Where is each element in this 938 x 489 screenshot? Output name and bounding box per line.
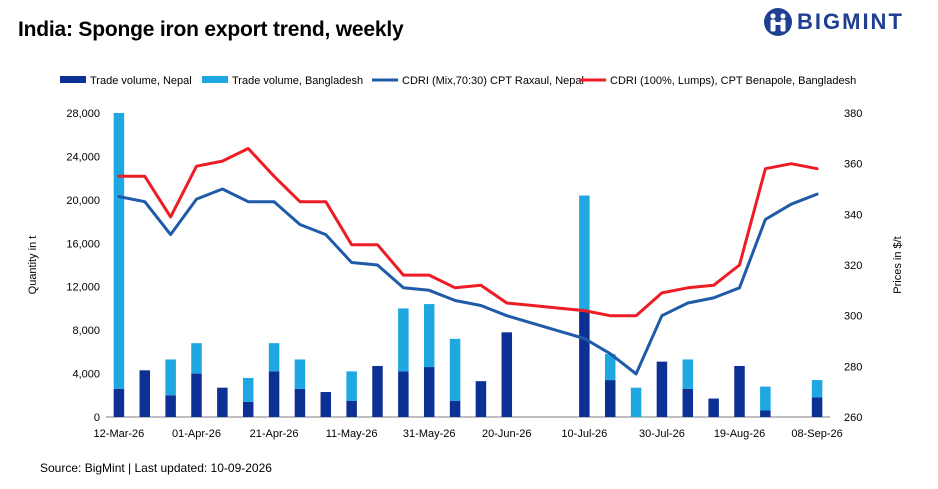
bar-bangladesh: [113, 113, 125, 389]
bar-bangladesh: [579, 195, 590, 312]
y-tick-label: 20,000: [66, 195, 100, 207]
bar-nepal: [398, 371, 409, 417]
bar-nepal: [449, 400, 461, 417]
bar-nepal: [165, 395, 176, 417]
bar-nepal: [346, 400, 357, 417]
x-tick-label: 08-Sep-26: [791, 428, 842, 440]
bar-bangladesh: [398, 308, 409, 372]
bar-nepal: [372, 365, 383, 417]
bar-bangladesh: [630, 387, 642, 417]
bar-nepal: [760, 410, 771, 417]
bar-nepal: [242, 401, 254, 417]
y-tick-label: 12,000: [66, 282, 100, 294]
lines: [117, 147, 819, 376]
legend-nepal-volume: Trade volume, Nepal: [60, 75, 192, 87]
x-tick-label: 11-May-26: [326, 428, 378, 440]
x-tick-label: 01-Apr-26: [172, 428, 221, 440]
y-axis-label: Quantity in t: [27, 236, 39, 295]
bar-nepal: [734, 365, 745, 417]
bigmint-logo-text: BIGMINT: [797, 9, 904, 34]
bar-nepal: [113, 388, 125, 417]
legend-bangladesh-volume-swatch: [202, 76, 228, 83]
y2-tick-label: 320: [844, 260, 862, 272]
x-tick-label: 31-May-26: [403, 428, 456, 440]
bar-nepal: [139, 370, 151, 417]
y-tick-label: 8,000: [72, 325, 100, 337]
bar-nepal: [708, 398, 719, 417]
y-tick-label: 24,000: [66, 151, 100, 163]
legend-nepal-price: CDRI (Mix,70:30) CPT Raxaul, Nepal: [372, 75, 584, 87]
x-tick-label: 20-Jun-26: [482, 428, 532, 440]
x-tick-label: 19-Aug-26: [714, 428, 765, 440]
bar-nepal: [217, 387, 228, 417]
y2-tick-label: 260: [844, 412, 862, 424]
bar-bangladesh: [346, 371, 357, 401]
bar-nepal: [682, 388, 694, 417]
y-tick-label: 4,000: [72, 369, 100, 381]
bar-nepal: [294, 388, 306, 417]
y2-tick-label: 380: [844, 108, 862, 120]
legend-bangladesh-volume-label: Trade volume, Bangladesh: [232, 75, 363, 87]
bar-nepal: [320, 392, 332, 417]
legend-nepal-volume-label: Trade volume, Nepal: [90, 75, 192, 87]
y-tick-label: 28,000: [66, 108, 100, 120]
y2-tick-label: 360: [844, 159, 862, 171]
bar-nepal: [268, 371, 280, 417]
legend-nepal-price-label: CDRI (Mix,70:30) CPT Raxaul, Nepal: [402, 75, 584, 87]
x-tick-label: 21-Apr-26: [250, 428, 299, 440]
bar-bangladesh: [604, 354, 616, 381]
bar-bangladesh: [294, 359, 306, 389]
chart-title: India: Sponge iron export trend, weekly: [18, 18, 404, 41]
y2-tick-label: 340: [844, 209, 862, 221]
bar-nepal: [656, 361, 668, 417]
bars: [113, 113, 823, 417]
bigmint-logo: BIGMINT: [763, 7, 904, 37]
bar-bangladesh: [242, 377, 254, 402]
bar-bangladesh: [268, 343, 280, 372]
legend-bangladesh-price-label: CDRI (100%, Lumps), CPT Benapole, Bangla…: [610, 75, 856, 87]
source-note: Source: BigMint | Last updated: 10-09-20…: [40, 461, 272, 475]
legend-bangladesh-price: CDRI (100%, Lumps), CPT Benapole, Bangla…: [580, 75, 856, 87]
axes: 0 4,000 8,000 12,000 16,000 20,000 24,000 28,00…: [27, 108, 904, 440]
bar-nepal: [579, 311, 590, 417]
y-tick-label: 0: [94, 412, 100, 424]
x-tick-label: 30-Jul-26: [639, 428, 685, 440]
bar-nepal: [811, 397, 823, 417]
line-nepal-price: [117, 187, 819, 376]
bar-nepal: [501, 332, 513, 417]
x-tick-label: 10-Jul-26: [561, 428, 607, 440]
bar-nepal: [604, 380, 616, 417]
bar-bangladesh: [811, 380, 823, 398]
bar-bangladesh: [682, 359, 694, 389]
bar-bangladesh: [760, 386, 771, 411]
chart: Trade volume, Nepal Trade volume, Banglad…: [27, 75, 904, 440]
x-tick-label: 12-Mar-26: [94, 428, 145, 440]
legend: Trade volume, Nepal Trade volume, Banglad…: [60, 75, 856, 87]
y-tick-label: 16,000: [66, 238, 100, 250]
bar-bangladesh: [165, 359, 176, 396]
bar-bangladesh: [191, 343, 202, 374]
bar-bangladesh: [423, 304, 435, 368]
y2-axis-label: Prices in $/t: [892, 236, 904, 293]
y2-tick-label: 280: [844, 361, 862, 373]
bar-nepal: [475, 381, 487, 417]
legend-bangladesh-volume: Trade volume, Bangladesh: [202, 75, 363, 87]
bigmint-logo-icon: [764, 8, 792, 36]
bar-bangladesh: [449, 338, 461, 401]
bar-nepal: [191, 373, 202, 417]
legend-nepal-volume-swatch: [60, 76, 86, 83]
line-bangladesh-price: [117, 147, 819, 318]
y2-tick-label: 300: [844, 311, 862, 323]
bar-nepal: [423, 367, 435, 417]
